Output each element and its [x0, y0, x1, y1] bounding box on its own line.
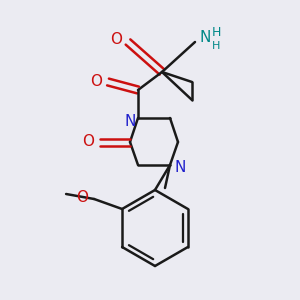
Text: N: N [199, 29, 211, 44]
Text: N: N [124, 113, 136, 128]
Text: H: H [212, 41, 220, 51]
Text: O: O [76, 190, 88, 205]
Text: O: O [110, 32, 122, 47]
Text: H: H [211, 26, 221, 38]
Text: N: N [174, 160, 186, 175]
Text: O: O [90, 74, 102, 89]
Text: O: O [82, 134, 94, 149]
